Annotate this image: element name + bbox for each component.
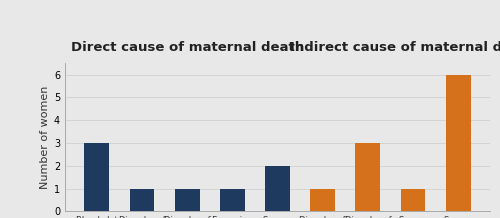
Bar bbox=[220, 189, 244, 211]
Bar bbox=[356, 143, 380, 211]
Text: Indirect cause of maternal death: Indirect cause of maternal death bbox=[290, 41, 500, 54]
Y-axis label: Number of women: Number of women bbox=[40, 86, 50, 189]
Bar bbox=[265, 166, 290, 211]
Bar bbox=[310, 189, 335, 211]
Bar bbox=[446, 75, 470, 211]
Text: Direct cause of maternal death: Direct cause of maternal death bbox=[70, 41, 304, 54]
Bar bbox=[130, 189, 154, 211]
Bar bbox=[174, 189, 200, 211]
Bar bbox=[84, 143, 109, 211]
Bar bbox=[400, 189, 425, 211]
